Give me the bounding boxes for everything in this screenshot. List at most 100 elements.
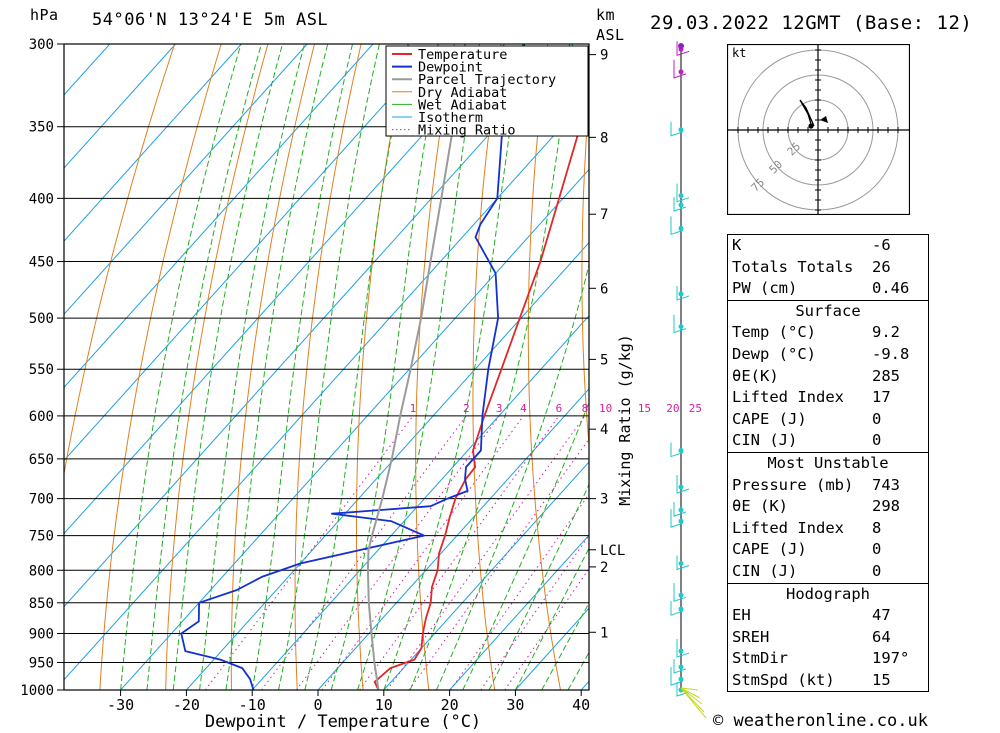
dry-adiabat-line xyxy=(634,7,699,716)
table-key: CIN (J) xyxy=(732,431,798,450)
height-tick-label: 8 xyxy=(600,130,608,146)
x-tick-label: -20 xyxy=(173,696,200,714)
mixing-ratio-axis-title: Mixing Ratio (g/kg) xyxy=(616,334,634,506)
wet-adiabat-line xyxy=(172,44,284,690)
wet-adiabat-line xyxy=(120,44,242,690)
table-key: Temp (°C) xyxy=(732,323,816,342)
x-tick-label: 30 xyxy=(506,696,524,714)
height-unit-km: km xyxy=(596,6,616,24)
mixing-ratio-line xyxy=(359,415,560,690)
dry-adiabat-line xyxy=(581,95,589,451)
pressure-tick-label: 950 xyxy=(29,655,54,671)
wind-level-dot xyxy=(678,193,684,199)
legend-label: Isotherm xyxy=(418,110,483,126)
wind-level-dot xyxy=(678,592,684,598)
dry-adiabat-line xyxy=(964,7,1000,716)
isotherm-line xyxy=(383,461,589,690)
table-key: StmDir xyxy=(732,649,788,668)
wind-barb xyxy=(676,639,690,658)
mixing-ratio-line xyxy=(408,438,589,690)
isotherm-line xyxy=(64,44,571,608)
table-row: StmSpd (kt) 15 xyxy=(728,670,928,692)
table-value: 26 xyxy=(872,257,891,276)
dry-adiabat-line xyxy=(64,44,176,477)
surface-title: Surface xyxy=(795,301,861,320)
table-value: 47 xyxy=(872,606,891,625)
table-row: StmDir 197° xyxy=(728,648,928,670)
table-key: Lifted Index xyxy=(732,388,844,407)
height-unit-asl: ASL xyxy=(596,26,625,44)
height-tick-label: LCL xyxy=(600,543,625,559)
table-row: Pressure (mb) 743 xyxy=(728,475,928,497)
site-credit[interactable]: © weatheronline.co.uk xyxy=(713,711,928,731)
mixing-ratio-line xyxy=(504,567,589,690)
table-key: CIN (J) xyxy=(732,561,798,580)
wind-barb xyxy=(670,121,684,137)
wet-adiabat-line xyxy=(330,44,443,690)
table-value: 9.2 xyxy=(872,323,900,342)
sounding-datetime: 29.03.2022 12GMT (Base: 12) xyxy=(650,12,973,34)
wind-barb xyxy=(670,667,684,686)
most-unstable-title: Most Unstable xyxy=(767,453,889,472)
station-location: 54°06'N 13°24'E 5m ASL xyxy=(92,10,329,30)
wind-level-dot xyxy=(678,448,684,454)
height-tick-label: 5 xyxy=(600,352,608,368)
table-value: 0.46 xyxy=(872,279,910,298)
table-value: -6 xyxy=(872,236,891,254)
table-value: 0 xyxy=(872,409,882,428)
table-key: CAPE (J) xyxy=(732,540,807,559)
pressure-tick-label: 650 xyxy=(29,452,54,468)
pressure-tick-label: 750 xyxy=(29,529,54,545)
wind-level-dot xyxy=(678,127,684,133)
isotherm-line xyxy=(64,44,505,535)
wind-barb xyxy=(676,285,690,301)
x-axis-title: Dewpoint / Temperature (°C) xyxy=(205,712,481,732)
wind-level-dot xyxy=(678,324,684,330)
stability-table: K -6 Totals Totals 26 PW (cm) 0.46 Surface Te… xyxy=(727,234,929,693)
mixing-ratio-label: 6 xyxy=(556,402,563,415)
pressure-tick-label: 850 xyxy=(29,596,54,612)
mixing-ratio-label: 4 xyxy=(520,402,527,415)
mixing-ratio-label: 15 xyxy=(638,402,651,415)
surface-wind-barb xyxy=(680,687,707,719)
mixing-ratio-label: 8 xyxy=(582,402,589,415)
table-key: PW (cm) xyxy=(732,279,798,298)
hodograph-unit-label: kt xyxy=(732,46,746,60)
height-tick-label: 7 xyxy=(600,207,608,223)
height-tick-label: 4 xyxy=(600,422,608,438)
wind-barb xyxy=(670,601,684,616)
dry-adiabat-line xyxy=(294,44,362,690)
isotherm-line xyxy=(64,44,308,315)
x-tick-label: -30 xyxy=(107,696,134,714)
pressure-tick-label: 900 xyxy=(29,626,54,642)
wet-adiabat-line xyxy=(462,401,589,690)
x-tick-label: 20 xyxy=(441,696,459,714)
table-row: SREH 64 xyxy=(728,627,928,649)
wind-barb xyxy=(676,555,690,571)
isotherm-line xyxy=(317,388,589,690)
pressure-tick-label: 450 xyxy=(29,255,54,271)
wet-adiabat-line xyxy=(199,44,306,690)
pressure-unit-label: hPa xyxy=(30,6,59,24)
wet-adiabat-line xyxy=(251,44,354,690)
wind-top-dot xyxy=(678,43,684,49)
table-row: PW (cm) 0.46 xyxy=(728,278,928,300)
wet-adiabat-line xyxy=(146,44,262,690)
table-value: 285 xyxy=(872,366,900,385)
wind-barb xyxy=(670,509,684,528)
isotherm-line xyxy=(186,241,589,690)
wind-level-dot xyxy=(678,518,684,524)
wind-barb xyxy=(673,314,687,334)
x-tick-label: 0 xyxy=(313,696,322,714)
table-value: 64 xyxy=(872,627,891,646)
wet-adiabat-line xyxy=(278,44,380,690)
wind-barb xyxy=(676,41,690,57)
wet-adiabat-line xyxy=(357,44,481,690)
table-value: 0 xyxy=(872,431,882,450)
mixing-ratio-line xyxy=(261,415,467,690)
x-tick-label: 10 xyxy=(375,696,393,714)
table-row: Lifted Index 8 xyxy=(728,518,928,540)
